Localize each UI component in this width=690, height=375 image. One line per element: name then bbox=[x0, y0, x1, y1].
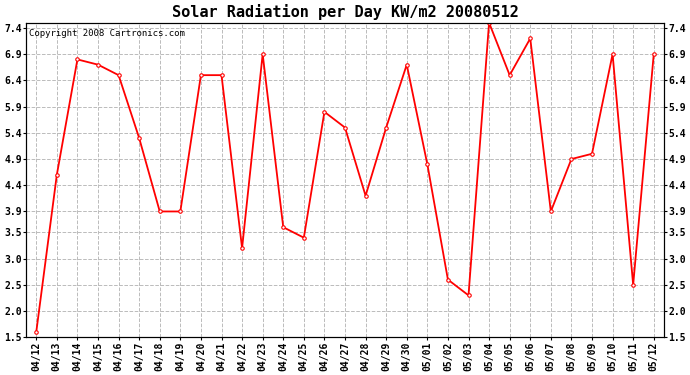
Title: Solar Radiation per Day KW/m2 20080512: Solar Radiation per Day KW/m2 20080512 bbox=[172, 4, 518, 20]
Text: Copyright 2008 Cartronics.com: Copyright 2008 Cartronics.com bbox=[29, 29, 185, 38]
